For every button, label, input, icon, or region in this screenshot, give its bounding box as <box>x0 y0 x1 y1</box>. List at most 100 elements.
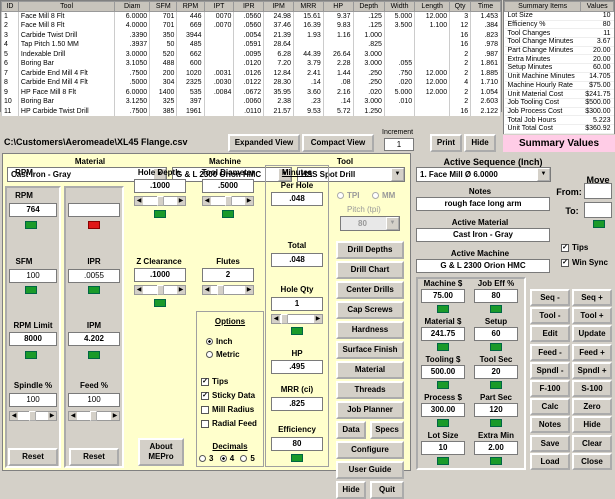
table-row[interactable]: 4 Tap Pitch 1.50 MM .3937 50 485 .0591 28.64 .8… <box>1 40 501 50</box>
zero-button[interactable]: Zero <box>572 398 612 416</box>
print-button[interactable]: Print <box>430 134 462 152</box>
column-header[interactable]: Length <box>414 1 451 12</box>
win-sync-checkbox[interactable]: ✓ Win Sync <box>561 258 608 267</box>
machine-input[interactable]: 75.00 <box>421 289 465 303</box>
setup-input[interactable]: 60 <box>474 327 518 341</box>
job-eff-input[interactable]: 80 <box>474 289 518 303</box>
material-input[interactable]: 241.75 <box>421 327 465 341</box>
flutes-slider[interactable]: ◀ ▶ <box>202 285 254 295</box>
hole-qty-input[interactable]: 1 <box>271 297 323 311</box>
save-button[interactable]: Save <box>530 434 570 452</box>
to-input[interactable] <box>584 202 612 218</box>
slider-thumb[interactable] <box>281 314 288 324</box>
hole-depth-box[interactable]: .1000 <box>134 179 186 193</box>
tool-diameter-input[interactable]: .5000 <box>202 179 254 193</box>
load-button[interactable]: Load <box>530 452 570 470</box>
reset-left-button[interactable]: Reset <box>8 448 58 466</box>
expanded-view-button[interactable]: Expanded View <box>228 134 300 152</box>
part-sec-input[interactable]: 120 <box>474 403 518 417</box>
decimals-4-radio[interactable]: 4 <box>219 454 234 463</box>
z-clearance-input[interactable]: .1000 <box>134 268 186 282</box>
table-row[interactable]: 2 Face Mill 8 Flt 4.0000 701 669.0070.0560 37… <box>1 21 501 31</box>
update-button[interactable]: Update <box>572 325 612 343</box>
specs-button[interactable]: Specs <box>370 421 404 439</box>
from-input[interactable] <box>584 183 612 199</box>
column-header[interactable]: SFM <box>149 1 178 12</box>
quit-button[interactable]: Quit <box>370 481 404 499</box>
feed-plus-button[interactable]: Feed + <box>572 343 612 361</box>
close-button[interactable]: Close <box>572 452 612 470</box>
drill-depths-button[interactable]: Drill Depths <box>336 241 404 259</box>
spindle-input[interactable]: 100 <box>9 393 57 407</box>
seq-plus-button[interactable]: Seq + <box>572 289 612 306</box>
seq-minus-button[interactable]: Seq - <box>530 289 570 306</box>
user-guide-button[interactable]: User Guide <box>336 461 404 479</box>
threads-button[interactable]: Threads <box>336 381 404 399</box>
table-row[interactable]: 7 Carbide End Mill 4 Flt .7500 200 1020.0031… <box>1 68 501 78</box>
fminus100-button[interactable]: F-100 <box>530 380 570 397</box>
configure-button[interactable]: Configure <box>336 441 404 459</box>
material-select[interactable]: Cast Iron - Gray ▼ <box>7 167 167 182</box>
sticky-data-checkbox[interactable]: ✓ Sticky Data <box>201 391 255 400</box>
active-sequence-select[interactable]: 1. Face Mill Ø 6.0000 ▼ <box>416 167 551 182</box>
rpm-limit-input[interactable]: 8000 <box>9 332 57 346</box>
slider-thumb[interactable] <box>157 196 164 206</box>
hide-button[interactable]: Hide <box>336 481 366 499</box>
metric-radio[interactable]: Metric <box>206 350 240 359</box>
notes-input[interactable]: rough face long arm <box>416 197 550 211</box>
tool-diameter-slider[interactable]: ◀ ▶ <box>202 196 254 206</box>
flutes-input[interactable]: 2 <box>202 268 254 282</box>
data-button[interactable]: Data <box>336 421 366 439</box>
sfm-input[interactable]: 100 <box>9 269 57 283</box>
extra-input[interactable]: 2.00 <box>474 441 518 455</box>
hole-depth-slider[interactable]: ◀ ▶ <box>134 196 186 206</box>
sminus100-button[interactable]: S-100 <box>572 380 612 397</box>
z-clearance-slider[interactable]: ◀ ▶ <box>134 285 186 295</box>
decimals-3-radio[interactable]: 3 <box>199 454 213 463</box>
column-header[interactable]: HP <box>322 1 354 12</box>
inch-radio[interactable]: Inch <box>206 337 232 346</box>
hide-button[interactable]: Hide <box>572 416 612 434</box>
edit-button[interactable]: Edit <box>530 325 570 343</box>
calc-button[interactable]: Calc <box>530 398 570 416</box>
blank-field[interactable] <box>68 203 120 217</box>
slider-thumb[interactable] <box>217 285 224 295</box>
column-header[interactable]: IPR <box>233 1 265 12</box>
column-header[interactable]: Qty <box>449 1 472 12</box>
feed-slider[interactable]: ◀ ▶ <box>68 411 120 421</box>
slider-thumb[interactable] <box>157 285 164 295</box>
table-row[interactable]: 1 Face Mill 8 Flt 6.0000 701 446 0070.0560 24.… <box>1 11 501 21</box>
slider-thumb[interactable] <box>90 411 97 421</box>
spindle-slider[interactable]: ◀ ▶ <box>9 411 57 421</box>
operation-table[interactable]: ID Tool Diam SFM RPM IPT IPR IPM MRR HP Depth Width… <box>1 1 501 116</box>
mill-radius-checkbox[interactable]: Mill Radius <box>201 405 254 414</box>
hole-qty-slider[interactable]: ◀ ▶ <box>271 314 323 324</box>
notes-button[interactable]: Notes <box>530 416 570 434</box>
column-header[interactable]: Tool <box>17 1 116 12</box>
material-button[interactable]: Material <box>336 361 404 379</box>
spndl-plus-button[interactable]: Spndl + <box>572 361 612 379</box>
table-row[interactable]: 10 Boring Bar 3.1250 325 397 .0060 2.38.23.14 3… <box>1 97 501 107</box>
decimals-5-radio[interactable]: 5 <box>240 454 255 463</box>
table-row[interactable]: 5 Indexable Drill 3.0000 520 662 .0095 6.28 44.… <box>1 49 501 59</box>
ipm-input[interactable]: 4.202 <box>68 332 120 346</box>
surface-finish-button[interactable]: Surface Finish <box>336 341 404 359</box>
tips-checkbox[interactable]: ✓ Tips <box>201 377 228 386</box>
slider-thumb[interactable] <box>29 411 36 421</box>
spndl-minus-button[interactable]: Spndl - <box>530 361 570 379</box>
radial-feed-checkbox[interactable]: Radial Feed <box>201 419 257 428</box>
column-header[interactable]: Time <box>470 1 501 12</box>
lot-input[interactable]: 10 <box>421 441 465 455</box>
table-row[interactable]: 8 Carbide End Mill 4 Flt .5000 304 2325.0030… <box>1 78 501 88</box>
column-header[interactable]: Depth <box>352 1 385 12</box>
pitch-select[interactable]: 80 ▼ <box>340 216 400 231</box>
clear-button[interactable]: Clear <box>572 434 612 452</box>
process-input[interactable]: 300.00 <box>421 403 465 417</box>
column-header[interactable]: IPM <box>263 1 294 12</box>
tool-plus-button[interactable]: Tool + <box>572 307 612 325</box>
tool-minus-button[interactable]: Tool - <box>530 307 570 325</box>
slider-thumb[interactable] <box>225 196 232 206</box>
about-button[interactable]: About MEPro <box>138 438 184 466</box>
column-header[interactable]: IPT <box>203 1 235 12</box>
tool-sec-input[interactable]: 20 <box>474 365 518 379</box>
